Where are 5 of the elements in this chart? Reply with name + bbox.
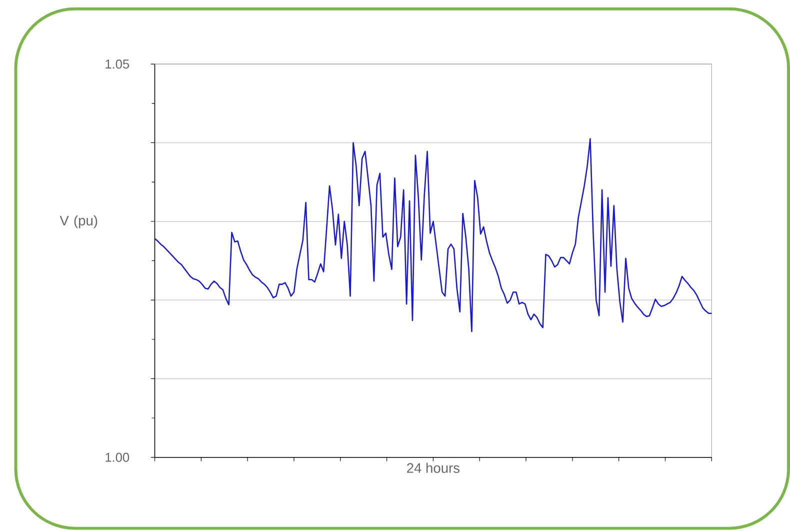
line-series bbox=[154, 138, 712, 332]
y-tick-label: 1.05 bbox=[106, 59, 130, 68]
y-tick-label: 1.00 bbox=[106, 452, 130, 462]
x-axis-title: 24 hours bbox=[407, 462, 460, 473]
y-axis-title: V (pu) bbox=[60, 215, 98, 228]
